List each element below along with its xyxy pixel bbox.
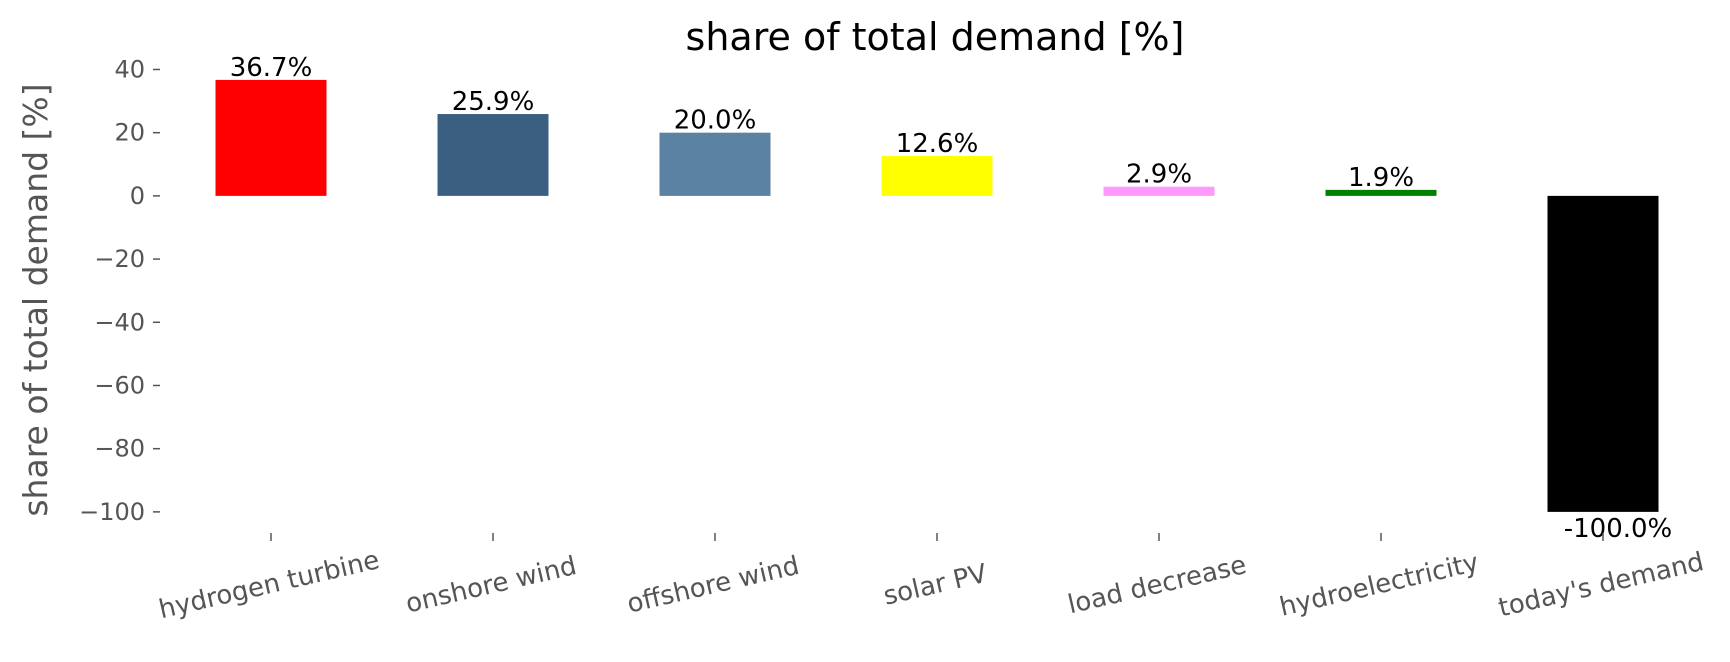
bar-solar-pv <box>881 156 993 196</box>
x-tick-label: offshore wind <box>624 551 802 620</box>
x-tick-label: onshore wind <box>403 551 579 619</box>
x-tick-label: solar PV <box>881 559 990 612</box>
x-tick-label: load decrease <box>1065 550 1249 620</box>
y-axis: 40 20 0 −20 −40 −60 −80 −100 <box>79 55 160 526</box>
bar-onshore-wind <box>437 114 549 196</box>
data-label: 1.9% <box>1348 163 1414 193</box>
y-tick-label: 20 <box>114 119 145 147</box>
y-tick-label: 40 <box>114 55 145 83</box>
y-tick-label: −40 <box>94 308 145 336</box>
y-tick-label: −100 <box>79 498 145 526</box>
y-axis-label: share of total demand [%] <box>16 83 55 516</box>
x-axis: hydrogen turbine onshore wind offshore win… <box>156 533 1707 625</box>
data-label: 12.6% <box>896 129 979 159</box>
bar-hydroelectricity <box>1325 189 1437 196</box>
data-label: 2.9% <box>1126 160 1192 190</box>
x-tick-label: hydroelectricity <box>1277 548 1482 623</box>
bar-hydrogen-turbine <box>215 79 327 196</box>
x-tick-label: hydrogen turbine <box>156 545 382 625</box>
y-tick-label: −80 <box>94 435 145 463</box>
data-labels-group: 36.7% 25.9% 20.0% 12.6% 2.9% 1.9% -100.0% <box>230 53 1673 544</box>
y-tick-label: −60 <box>94 371 145 399</box>
data-label: 20.0% <box>674 106 757 136</box>
data-label: -100.0% <box>1564 514 1673 544</box>
y-tick-label: 0 <box>130 182 145 210</box>
bar-today-s-demand <box>1547 195 1659 512</box>
bar-load-decrease <box>1103 186 1215 196</box>
bars-group <box>215 79 1659 512</box>
y-tick-label: −20 <box>94 245 145 273</box>
data-label: 25.9% <box>452 87 535 117</box>
x-tick-label: today's demand <box>1496 547 1707 623</box>
data-label: 36.7% <box>230 53 313 83</box>
bar-offshore-wind <box>659 132 771 196</box>
chart-title: share of total demand [%] <box>686 15 1185 59</box>
